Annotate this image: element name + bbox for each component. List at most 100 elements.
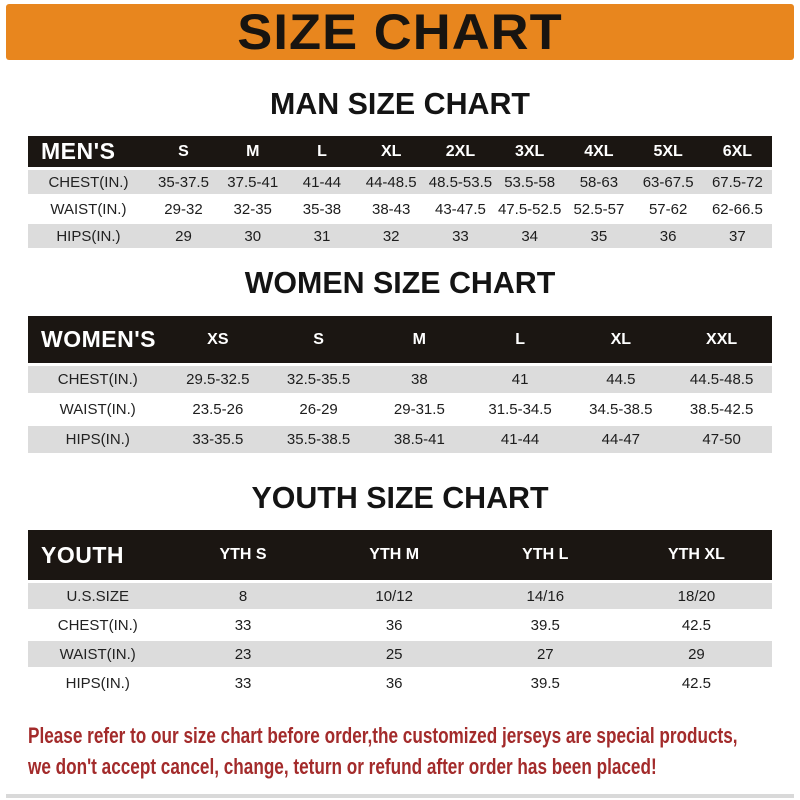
measurement-row: CHEST(IN.) 29.5-32.5 32.5-35.5 38 41 44.5 44.5… — [28, 366, 772, 393]
size-value-cell: 32-35 — [233, 200, 272, 218]
size-value-cell: 32.5-35.5 — [286, 371, 351, 388]
measurement-row: U.S.SIZE 8 10/12 14/16 18/20 — [28, 583, 772, 609]
size-column-header: 6XL — [722, 142, 753, 160]
size-column-header: L — [515, 330, 525, 348]
measurement-row: WAIST(IN.) 23.5-26 26-29 29-31.5 31.5-34.5 34… — [28, 396, 772, 423]
size-chart-banner: SIZE CHART — [6, 4, 794, 60]
size-value-cell: 23 — [234, 645, 252, 663]
size-value-cell: 35.5-38.5 — [286, 431, 351, 448]
women-header-row: WOMEN'S XS S M L XL XXL — [28, 316, 772, 363]
measurement-row: HIPS(IN.) 33 36 39.5 42.5 — [28, 670, 772, 696]
size-column-header: M — [412, 330, 426, 348]
size-column-header: YTH M — [369, 546, 420, 563]
size-value-cell: 33 — [452, 227, 469, 245]
size-column-header: 4XL — [584, 142, 614, 160]
men-size-table: MEN'S S M L XL 2XL 3XL 4XL 5XL 6XL CHEST(IN.) 35-37… — [28, 133, 772, 251]
men-corner-label: MEN'S — [41, 138, 116, 164]
men-chart-heading: MAN SIZE CHART — [270, 86, 530, 121]
size-value-cell: 32 — [382, 227, 400, 245]
size-value-cell: 43-47.5 — [434, 200, 486, 218]
size-value-cell: 36 — [385, 674, 403, 692]
size-value-cell: 62-66.5 — [711, 200, 763, 218]
size-value-cell: 38.5-41 — [393, 431, 445, 448]
size-column-header: L — [317, 142, 327, 160]
size-value-cell: 36 — [385, 616, 403, 634]
size-value-cell: 14/16 — [526, 587, 565, 605]
size-column-header: YTH L — [522, 546, 569, 563]
size-value-cell: 29.5-32.5 — [186, 371, 250, 388]
row-label: CHEST(IN.) — [57, 616, 138, 634]
size-value-cell: 18/20 — [677, 587, 716, 605]
size-value-cell: 44-47 — [601, 431, 641, 448]
size-value-cell: 33-35.5 — [192, 431, 244, 448]
size-value-cell: 53.5-58 — [504, 173, 556, 191]
women-chart-heading: WOMEN SIZE CHART — [244, 265, 556, 300]
measurement-row: HIPS(IN.) 33-35.5 35.5-38.5 38.5-41 41-44 44-… — [28, 426, 772, 453]
women-size-table: WOMEN'S XS S M L XL XXL CHEST(IN.) 29.5-32.5 32.5… — [28, 313, 772, 456]
size-column-header: 5XL — [653, 142, 683, 160]
size-value-cell: 29-31.5 — [393, 401, 445, 418]
size-value-cell: 29 — [175, 227, 192, 245]
size-value-cell: 39.5 — [530, 674, 560, 692]
size-value-cell: 8 — [238, 587, 248, 605]
youth-size-section: YOUTH SIZE CHART YOUTH YTH S YTH M YTH L YTH… — [0, 481, 800, 699]
size-value-cell: 48.5-53.5 — [428, 173, 493, 191]
size-value-cell: 25 — [385, 645, 403, 663]
size-column-header: YTH XL — [667, 546, 725, 563]
size-value-cell: 35 — [590, 227, 608, 245]
size-value-cell: 63-67.5 — [642, 173, 694, 191]
row-label: HIPS(IN.) — [65, 674, 130, 692]
size-value-cell: 44.5 — [606, 371, 636, 388]
banner-title: SIZE CHART — [237, 4, 563, 60]
size-column-header: 3XL — [514, 142, 545, 160]
women-corner-label: WOMEN'S — [41, 326, 157, 352]
row-label: HIPS(IN.) — [56, 227, 121, 245]
size-column-header: XL — [380, 142, 402, 160]
youth-header-row: YOUTH YTH S YTH M YTH L YTH XL — [28, 530, 772, 580]
size-value-cell: 30 — [244, 227, 262, 245]
size-value-cell: 38 — [411, 371, 428, 388]
size-value-cell: 41-44 — [500, 431, 540, 448]
size-value-cell: 67.5-72 — [711, 173, 763, 191]
bottom-edge-strip — [6, 794, 794, 798]
disclaimer-line-1: Please refer to our size chart before or… — [28, 723, 738, 748]
size-value-cell: 37.5-41 — [227, 173, 279, 191]
size-value-cell: 57-62 — [648, 200, 688, 218]
measurement-row: WAIST(IN.) 23 25 27 29 — [28, 641, 772, 667]
measurement-row: CHEST(IN.) 35-37.5 37.5-41 41-44 44-48.5 48.5… — [28, 170, 772, 194]
measurement-row: WAIST(IN.) 29-32 32-35 35-38 38-43 43-47.5 47.… — [28, 197, 772, 221]
size-value-cell: 44-48.5 — [365, 173, 417, 191]
size-value-cell: 58-63 — [579, 173, 619, 191]
size-value-cell: 26-29 — [299, 401, 338, 418]
order-disclaimer: Please refer to our size chart before or… — [28, 720, 800, 782]
size-column-header: S — [178, 142, 189, 160]
row-label: WAIST(IN.) — [50, 200, 127, 218]
row-label: HIPS(IN.) — [65, 431, 130, 448]
size-value-cell: 23.5-26 — [192, 401, 244, 418]
size-column-header: 2XL — [445, 142, 476, 160]
size-value-cell: 47.5-52.5 — [497, 200, 562, 218]
size-value-cell: 44.5-48.5 — [689, 371, 754, 388]
row-label: CHEST(IN.) — [48, 173, 129, 191]
row-label: WAIST(IN.) — [59, 645, 136, 663]
measurement-row: HIPS(IN.) 29 30 31 32 33 34 35 36 37 — [28, 224, 772, 248]
size-column-header: M — [246, 142, 260, 160]
size-value-cell: 39.5 — [530, 616, 560, 634]
size-value-cell: 41-44 — [302, 173, 342, 191]
size-value-cell: 33 — [234, 616, 252, 634]
size-column-header: XXL — [706, 330, 738, 348]
size-column-header: XS — [207, 330, 229, 348]
women-size-section: WOMEN SIZE CHART WOMEN'S XS S M L XL XXL CHEST(… — [0, 266, 800, 456]
youth-corner-label: YOUTH — [41, 541, 124, 568]
youth-chart-heading: YOUTH SIZE CHART — [251, 480, 549, 515]
row-label: CHEST(IN.) — [57, 371, 138, 388]
size-value-cell: 35-38 — [302, 200, 342, 218]
size-value-cell: 10/12 — [375, 587, 413, 605]
youth-size-table: YOUTH YTH S YTH M YTH L YTH XL U.S.SIZE 8 10/12… — [28, 527, 772, 699]
size-value-cell: 34.5-38.5 — [589, 401, 653, 418]
men-header-row: MEN'S S M L XL 2XL 3XL 4XL 5XL 6XL — [28, 136, 772, 167]
row-label: WAIST(IN.) — [59, 401, 136, 418]
size-value-cell: 33 — [234, 674, 252, 692]
size-value-cell: 38-43 — [372, 200, 411, 218]
size-value-cell: 41 — [511, 371, 529, 388]
